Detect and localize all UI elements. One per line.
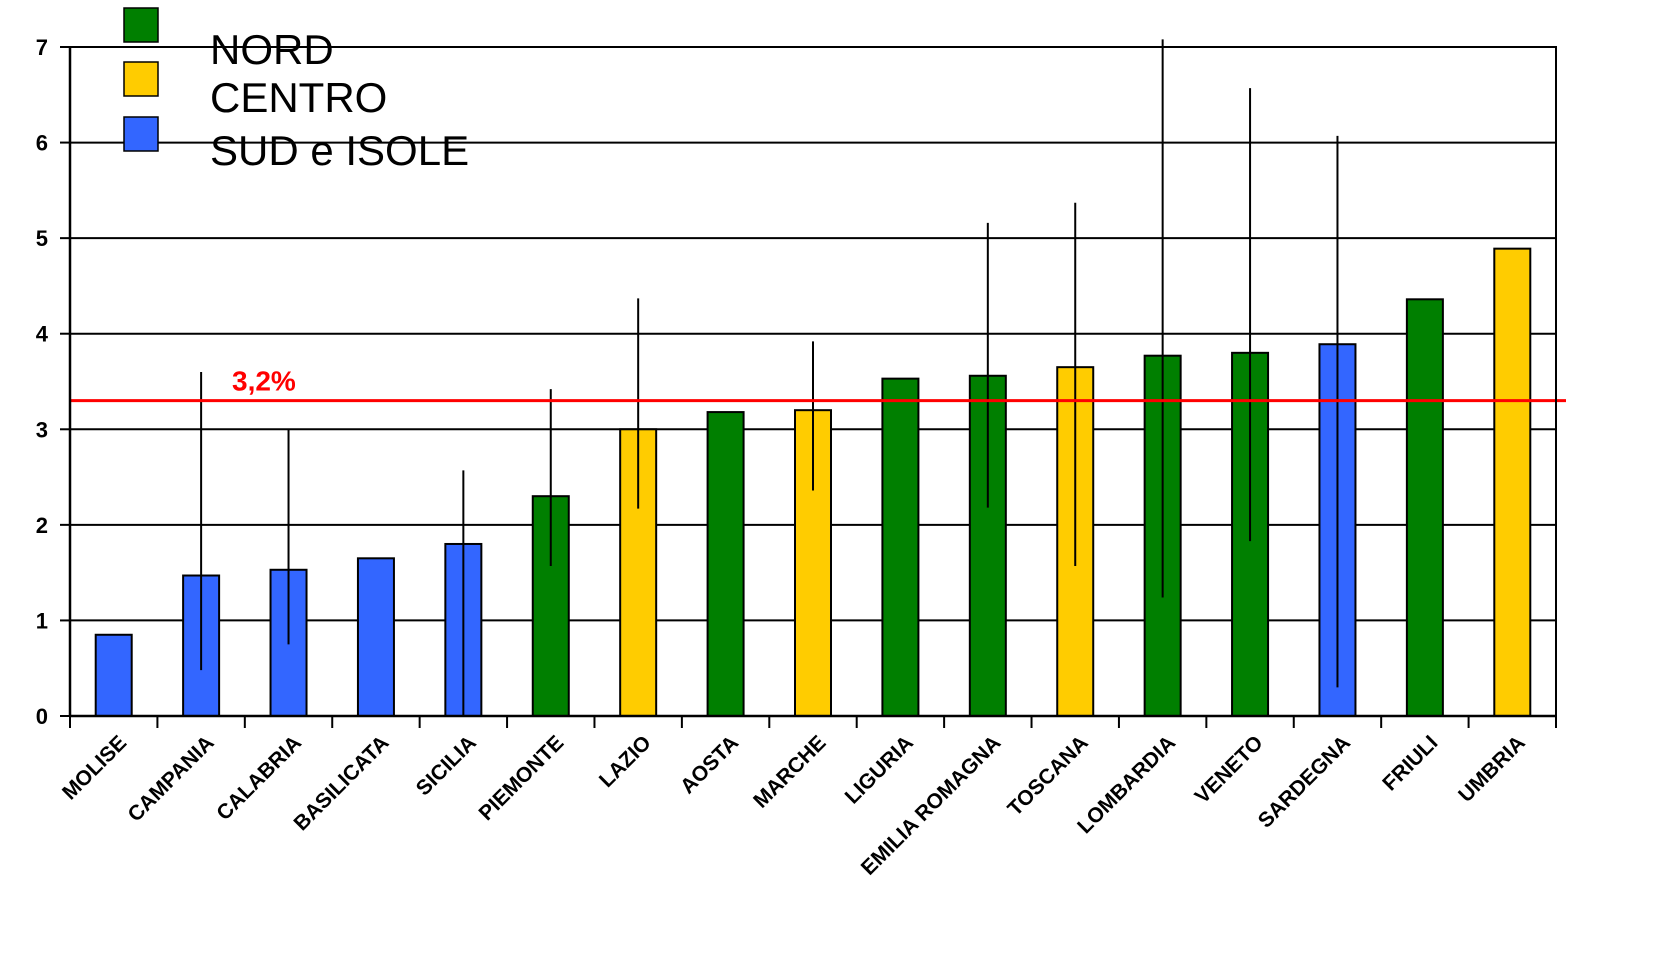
y-tick-label-0: 0	[36, 704, 48, 729]
bar-friuli	[1405, 298, 1444, 717]
legend: NORD CENTRO SUD e ISOLE	[123, 7, 469, 174]
y-tick-label-1: 1	[36, 608, 48, 633]
reference-line-group: 3,2%	[70, 366, 1566, 403]
x-tick-label-molise: MOLISE	[58, 731, 131, 804]
x-tick-label-sardegna: SARDEGNA	[1254, 731, 1355, 832]
y-tick-label-7: 7	[36, 35, 48, 60]
bar-liguria	[881, 377, 920, 717]
y-tick-label-2: 2	[36, 513, 48, 538]
x-tick-label-marche: MARCHE	[749, 731, 830, 812]
axes	[60, 46, 1557, 728]
y-tick-label-5: 5	[36, 226, 48, 251]
legend-label-sud-isole: SUD e ISOLE	[210, 127, 469, 174]
legend-label-centro: CENTRO	[210, 74, 387, 121]
reference-line-label: 3,2%	[232, 366, 296, 397]
x-tick-label-umbria: UMBRIA	[1454, 731, 1530, 807]
x-tick-label-sicilia: SICILIA	[412, 731, 481, 800]
x-tick-label-liguria: LIGURIA	[841, 731, 918, 808]
bar-umbria	[1493, 247, 1532, 718]
legend-swatch-nord	[123, 7, 159, 43]
x-tick-label-toscana: TOSCANA	[1003, 731, 1092, 820]
x-tick-label-campania: CAMPANIA	[123, 731, 218, 826]
y-tick-label-3: 3	[36, 417, 48, 442]
x-tick-label-friuli: FRIULI	[1378, 731, 1442, 795]
legend-swatch-sud-isole	[123, 116, 159, 152]
x-tick-label-aosta: AOSTA	[676, 731, 743, 798]
error-bars	[200, 39, 1339, 716]
y-tick-label-4: 4	[36, 322, 49, 347]
bar-lazio	[619, 428, 658, 717]
legend-label-nord: NORD	[210, 26, 334, 73]
y-tick-label-6: 6	[36, 131, 48, 156]
legend-swatch-centro	[123, 61, 159, 97]
x-tick-label-lazio: LAZIO	[595, 731, 656, 792]
x-tick-label-calabria: CALABRIA	[212, 731, 306, 825]
x-tick-label-piemonte: PIEMONTE	[474, 731, 568, 825]
bar-basilicata	[356, 557, 395, 717]
y-tick-labels: 0 1 2 3 4 5 6 7	[36, 35, 49, 729]
x-tick-label-veneto: VENETO	[1191, 731, 1268, 808]
bar-molise	[94, 633, 133, 717]
bar-aosta	[706, 411, 745, 717]
